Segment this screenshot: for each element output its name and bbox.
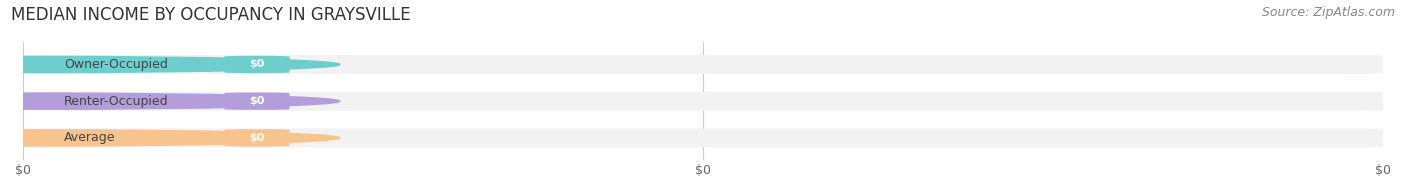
FancyBboxPatch shape (225, 56, 290, 73)
Circle shape (0, 130, 340, 146)
Text: $0: $0 (249, 96, 264, 106)
FancyBboxPatch shape (225, 93, 290, 110)
Circle shape (0, 93, 340, 109)
Text: Average: Average (63, 131, 115, 144)
Text: Renter-Occupied: Renter-Occupied (63, 95, 169, 108)
Text: MEDIAN INCOME BY OCCUPANCY IN GRAYSVILLE: MEDIAN INCOME BY OCCUPANCY IN GRAYSVILLE (11, 6, 411, 24)
Text: Owner-Occupied: Owner-Occupied (63, 58, 167, 71)
Circle shape (0, 56, 340, 73)
FancyBboxPatch shape (22, 55, 1384, 74)
Text: $0: $0 (249, 59, 264, 69)
FancyBboxPatch shape (22, 92, 1384, 111)
Text: Source: ZipAtlas.com: Source: ZipAtlas.com (1261, 6, 1395, 19)
FancyBboxPatch shape (22, 128, 1384, 147)
FancyBboxPatch shape (225, 129, 290, 147)
Text: $0: $0 (249, 133, 264, 143)
